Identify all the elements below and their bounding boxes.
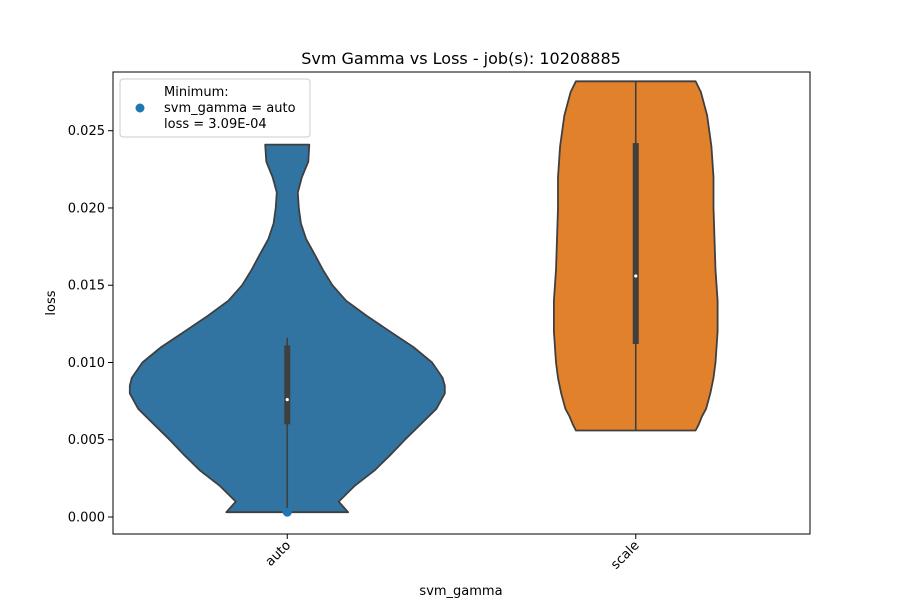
legend-marker bbox=[135, 103, 145, 113]
violin-median bbox=[285, 397, 289, 402]
y-tick-label: 0.025 bbox=[68, 124, 105, 139]
violin-body bbox=[128, 143, 446, 514]
x-axis-label: svm_gamma bbox=[419, 584, 502, 599]
legend-text-line: svm_gamma = auto bbox=[164, 101, 296, 116]
violin-iqr-box bbox=[632, 143, 639, 344]
violin-scale bbox=[553, 80, 719, 432]
y-tick-label: 0.010 bbox=[68, 356, 105, 371]
y-tick-label: 0.000 bbox=[68, 511, 105, 526]
y-tick-label: 0.005 bbox=[68, 433, 105, 448]
y-axis-label: loss bbox=[44, 290, 59, 315]
x-tick-label: scale bbox=[608, 538, 642, 572]
violin-iqr-box bbox=[284, 345, 291, 425]
plot-area bbox=[128, 80, 719, 517]
minimum-point bbox=[282, 507, 292, 517]
y-tick-label: 0.020 bbox=[68, 201, 105, 216]
x-tick-label: auto bbox=[263, 538, 294, 569]
x-axis: auto scale bbox=[263, 534, 643, 573]
axes-frame bbox=[112, 71, 811, 535]
legend-text-line: Minimum: bbox=[164, 85, 229, 100]
legend-text-line: loss = 3.09E-04 bbox=[164, 117, 267, 132]
chart-title: Svm Gamma vs Loss - job(s): 10208885 bbox=[301, 49, 621, 68]
y-tick-label: 0.015 bbox=[68, 279, 105, 294]
violin-auto bbox=[128, 143, 446, 514]
violin-median bbox=[634, 274, 638, 278]
y-axis: 0.000 0.005 0.010 0.015 0.020 0.025 bbox=[68, 124, 113, 526]
legend-box bbox=[119, 78, 311, 138]
